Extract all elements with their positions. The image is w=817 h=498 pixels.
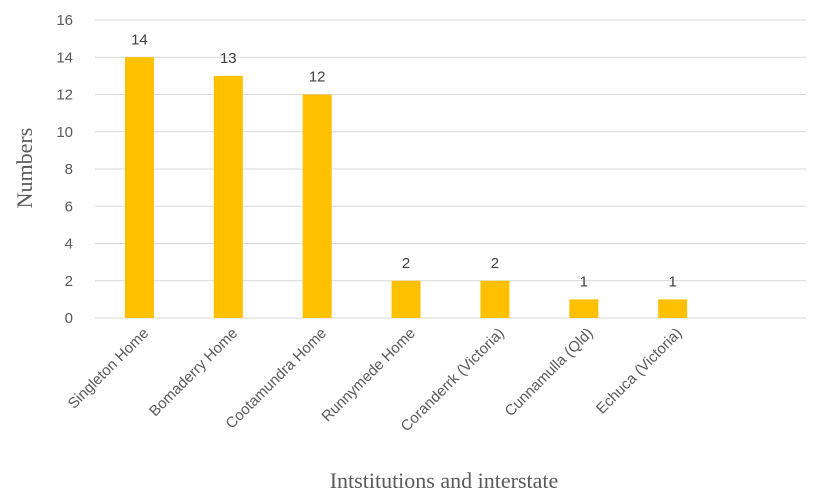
bar [124, 57, 154, 318]
data-labels: 14 13 12 2 2 1 1 [131, 31, 677, 290]
bar [658, 299, 688, 318]
y-tick-label: 6 [65, 198, 73, 215]
data-label: 12 [309, 69, 326, 86]
x-category-label: Cootamundra Home [222, 325, 330, 433]
data-label: 1 [580, 273, 588, 290]
data-label: 1 [669, 273, 677, 290]
y-tick-label: 0 [65, 310, 73, 327]
bar [213, 75, 243, 318]
y-tick-label: 12 [56, 87, 73, 104]
y-tick-label: 4 [65, 236, 73, 253]
y-axis-title: Numbers [12, 128, 37, 209]
x-category-label: Singleton Home [65, 325, 152, 412]
x-category-label: Cunnamulla (Qld) [502, 325, 597, 420]
data-label: 14 [131, 31, 148, 48]
bar [391, 280, 421, 318]
y-tick-label: 10 [56, 124, 73, 141]
bar [480, 280, 510, 318]
data-label: 13 [220, 50, 237, 67]
gridlines [95, 19, 806, 319]
y-tick-label: 14 [56, 49, 73, 66]
data-label: 2 [491, 255, 499, 272]
y-tick-label: 2 [65, 273, 73, 290]
bars [124, 57, 688, 318]
y-tick-label: 16 [56, 12, 73, 29]
bar [569, 299, 599, 318]
y-tick-label: 8 [65, 161, 73, 178]
x-category-label: Bomaderry Home [146, 325, 241, 420]
x-category-label: Runnymede Home [318, 325, 418, 425]
y-axis-ticks: 0 2 4 6 8 10 12 14 16 [56, 12, 73, 327]
data-label: 2 [402, 255, 410, 272]
x-category-label: Echuca (Victoria) [593, 325, 686, 418]
bar [302, 94, 332, 318]
x-axis-title: Intstitutions and interstate [330, 468, 559, 493]
